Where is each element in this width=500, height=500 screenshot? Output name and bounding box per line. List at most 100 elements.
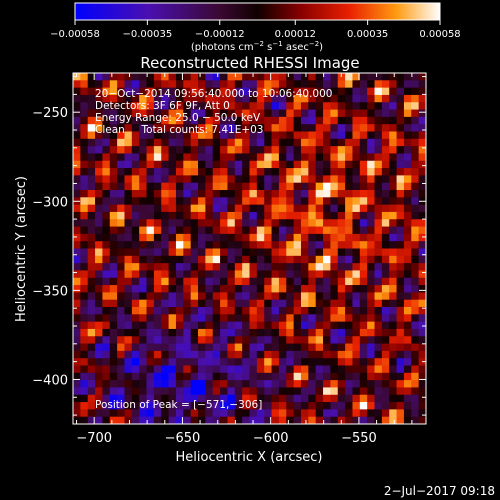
heatmap-cell	[271, 270, 280, 279]
heatmap-cell	[73, 380, 81, 388]
heatmap-cell	[212, 87, 221, 96]
heatmap-cell	[161, 233, 169, 242]
heatmap-cell	[308, 248, 317, 257]
heatmap-cell	[161, 372, 169, 381]
heatmap-cell	[249, 233, 258, 242]
heatmap-cell	[227, 226, 236, 235]
heatmap-cell	[131, 124, 140, 132]
heatmap-cell	[227, 372, 236, 381]
heatmap-cell	[212, 116, 221, 125]
heatmap-cell	[352, 270, 361, 279]
heatmap-cell	[300, 102, 309, 110]
heatmap-cell	[87, 197, 96, 206]
heatmap-cell	[293, 299, 302, 308]
heatmap-cell	[80, 211, 89, 220]
heatmap-cell	[109, 131, 118, 140]
heatmap-cell	[374, 168, 383, 176]
heatmap-cell	[403, 204, 412, 213]
heatmap-cell	[146, 343, 155, 352]
heatmap-cell	[396, 255, 405, 264]
heatmap-cell	[102, 255, 111, 264]
heatmap-cell	[249, 402, 258, 410]
heatmap-cell	[227, 248, 236, 257]
heatmap-cell	[175, 263, 184, 271]
heatmap-cell	[175, 116, 184, 125]
heatmap-cell	[227, 175, 236, 184]
heatmap-cell	[183, 226, 192, 235]
heatmap-cell	[227, 350, 236, 359]
heatmap-cell	[242, 402, 250, 410]
heatmap-cell	[403, 87, 412, 96]
heatmap-cell	[359, 102, 368, 110]
heatmap-cell	[124, 307, 133, 315]
heatmap-cell	[205, 307, 214, 315]
heatmap-cell	[73, 285, 81, 293]
heatmap-cell	[300, 197, 309, 206]
heatmap-cell	[242, 277, 250, 286]
heatmap-cell	[337, 175, 346, 184]
heatmap-cell	[124, 285, 133, 293]
heatmap-cell	[242, 299, 250, 308]
heatmap-cell	[212, 336, 221, 344]
heatmap-cell	[367, 292, 375, 301]
heatmap-cell	[80, 153, 89, 162]
heatmap-cell	[411, 168, 420, 176]
heatmap-cell	[293, 248, 302, 257]
heatmap-cell	[234, 380, 243, 388]
heatmap-cell	[139, 343, 147, 352]
heatmap-cell	[374, 80, 383, 89]
heatmap-cell	[271, 263, 280, 271]
heatmap-cell	[175, 87, 184, 96]
heatmap-cell	[198, 87, 206, 96]
heatmap-cell	[352, 285, 361, 293]
heatmap-cell	[161, 190, 169, 198]
heatmap-cell	[87, 233, 96, 242]
heatmap-cell	[102, 321, 111, 330]
heatmap-cell	[139, 402, 147, 410]
heatmap-cell	[323, 219, 331, 227]
heatmap-cell	[278, 124, 287, 132]
heatmap-cell	[337, 190, 346, 198]
heatmap-cell	[264, 255, 272, 264]
heatmap-cell	[403, 314, 412, 323]
heatmap-cell	[234, 116, 243, 125]
heatmap-cell	[308, 182, 317, 191]
heatmap-cell	[271, 175, 280, 184]
heatmap-cell	[227, 314, 236, 323]
heatmap-cell	[264, 94, 272, 103]
heatmap-cell	[374, 372, 383, 381]
heatmap-cell	[205, 277, 214, 286]
heatmap-cell	[198, 307, 206, 315]
heatmap-cell	[271, 219, 280, 227]
heatmap-cell	[323, 292, 331, 301]
heatmap-cell	[117, 380, 125, 388]
heatmap-cell	[337, 402, 346, 410]
heatmap-cell	[139, 80, 147, 89]
heatmap-cell	[278, 190, 287, 198]
heatmap-cell	[205, 380, 214, 388]
heatmap-cell	[308, 255, 317, 264]
heatmap-cell	[396, 94, 405, 103]
heatmap-cell	[198, 255, 206, 264]
heatmap-cell	[411, 102, 420, 110]
heatmap-cell	[286, 416, 295, 424]
heatmap-cell	[168, 102, 177, 110]
heatmap-cell	[359, 358, 368, 366]
heatmap-cell	[146, 394, 155, 403]
heatmap-cell	[315, 138, 324, 147]
heatmap-cell	[227, 211, 236, 220]
heatmap-cell	[168, 263, 177, 271]
heatmap-cell	[80, 409, 89, 418]
heatmap-cell	[367, 328, 375, 337]
heatmap-cell	[256, 73, 265, 81]
heatmap-cell	[153, 153, 162, 162]
heatmap-cell	[345, 358, 353, 366]
heatmap-cell	[286, 87, 295, 96]
heatmap-cell	[87, 153, 96, 162]
heatmap-cell	[80, 255, 89, 264]
heatmap-cell	[256, 387, 265, 396]
heatmap-cell	[264, 380, 272, 388]
heatmap-cell	[389, 402, 397, 410]
heatmap-cell	[183, 168, 192, 176]
heatmap-cell	[389, 248, 397, 257]
